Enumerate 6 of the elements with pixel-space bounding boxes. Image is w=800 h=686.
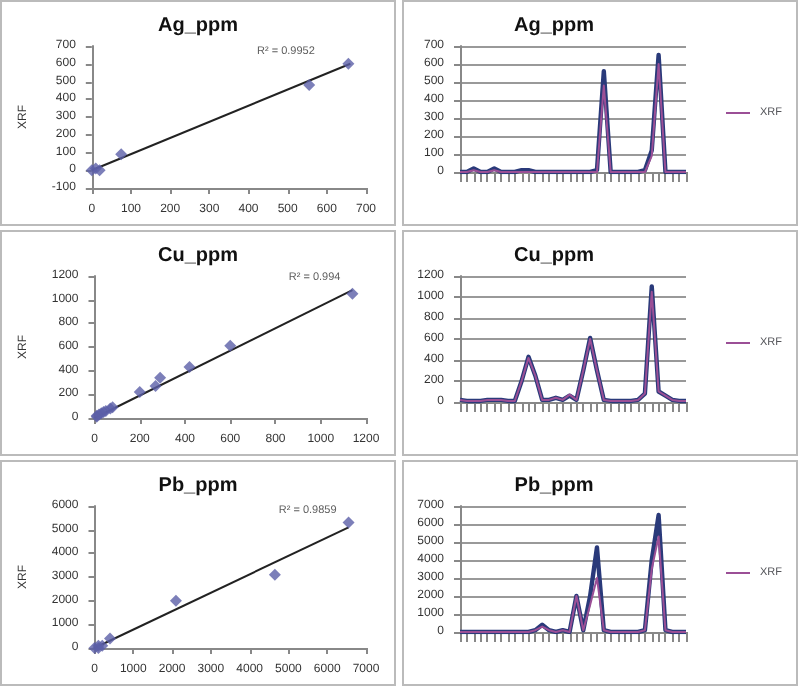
chart-title: Pb_ppm xyxy=(514,475,594,497)
chart-title: Ag_ppm xyxy=(514,15,595,37)
chart-title: Cu_ppm xyxy=(514,245,595,267)
chart-title: Ag_ppm xyxy=(158,15,239,37)
chart-title: Cu_ppm xyxy=(158,245,239,267)
chart-title: Pb_ppm xyxy=(158,475,238,497)
